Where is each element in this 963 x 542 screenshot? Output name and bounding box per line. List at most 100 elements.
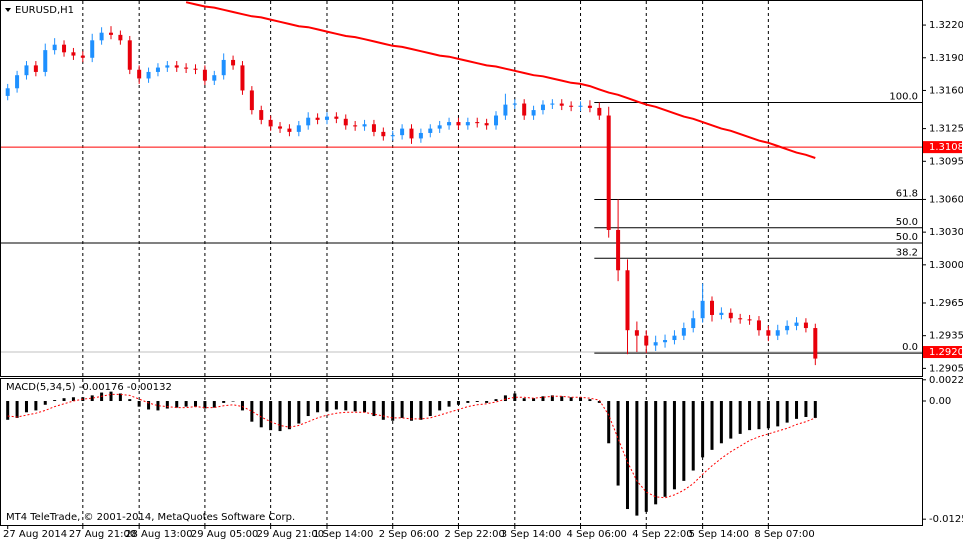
macd-bar [438,401,442,411]
macd-bar [701,401,705,458]
candle-body [184,67,189,69]
candle-body [249,90,254,111]
candle-body [306,117,311,126]
macd-bar [410,401,413,421]
candle-body [700,300,705,319]
candle-body [738,318,743,320]
macd-bar [672,401,676,490]
macd-bar [43,401,47,405]
x-tick-label: 27 Aug 21:00 [69,529,136,540]
macd-bar [766,401,770,429]
macd-bar [532,398,536,402]
candle-body [52,44,57,51]
macd-bar [813,401,817,418]
macd-bar [184,401,188,407]
menu-arrow[interactable] [5,8,11,12]
macd-bar [804,401,808,417]
fibo-label: 50.0 [896,217,918,228]
macd-bar [503,395,507,402]
candle-body [324,116,329,120]
macd-bar [71,397,75,402]
candle-body [644,335,649,346]
fibo-label: 38.2 [896,247,918,258]
x-tick-label: 8 Sep 07:00 [754,529,814,540]
y-tick-label: 0.00226 [929,375,963,386]
y-tick-label: 1.3030 [929,227,963,238]
macd-bar [494,399,498,402]
macd-bar [53,400,57,402]
candle-body [747,319,752,321]
candle-body [137,69,142,79]
candle-body [559,103,564,106]
candle-body [353,125,358,127]
candle-body [597,107,602,116]
macd-bar [269,401,273,431]
macd-bar [147,401,151,410]
macd-bar [569,397,573,402]
price-tag-label: 1.2920 [929,347,963,358]
y-tick-label: -0.01258 [929,514,963,525]
macd-bar [156,401,160,411]
price-tag [923,141,962,154]
macd-bar [334,401,338,410]
macd-bar [757,401,761,430]
macd-bar [222,401,226,403]
macd-bar [316,401,320,413]
x-tick-label: 3 Sep 14:00 [501,529,561,540]
macd-bar [597,401,601,403]
candle-body [343,118,348,126]
candle-body [118,34,123,41]
y-tick-label: 0.00 [929,396,951,407]
macd-bar [522,398,526,402]
macd-bar [90,395,94,402]
y-tick-label: 1.3095 [929,156,963,167]
x-tick-label: 27 Aug 2014 [3,529,67,540]
candle-body [503,104,508,116]
candle-body [775,330,780,336]
y-tick-label: 1.2965 [929,298,963,309]
y-tick-label: 1.3160 [929,85,963,96]
candle-body [62,44,67,53]
candle-body [80,55,85,58]
macd-bar [560,396,564,402]
macd-bar [381,401,385,420]
macd-bar [447,401,451,407]
candle-body [24,65,29,76]
candle-body [616,229,621,271]
x-tick-label: 4 Sep 06:00 [567,529,627,540]
candle-body [578,105,583,107]
candle-body [550,103,555,105]
macd-bar [607,401,611,444]
candle-body [202,69,207,81]
candle-body [5,88,10,96]
price-tag-label: 1.3108 [929,142,963,153]
candle-body [710,300,715,315]
candle-body [362,124,367,127]
candle-body [127,40,132,70]
macd-bar [719,401,723,444]
macd-bar [391,401,395,421]
candle-body [400,128,405,136]
macd-bar [428,401,432,417]
macd-bar [625,401,629,510]
macd-bar [287,401,291,430]
macd-bar [118,393,122,402]
y-tick-label: 1.3125 [929,124,963,135]
candle-body [371,124,376,132]
candle-body [381,131,386,137]
macd-bar [541,396,545,402]
candle-body [794,322,799,326]
x-tick-label: 4 Sep 22:00 [632,529,692,540]
macd-bar [137,401,141,407]
macd-bar [203,401,207,409]
macd-bar [259,401,263,428]
candle-body [522,103,527,116]
candle-body [447,122,452,126]
moving-average [185,1,816,159]
macd-bar [776,401,780,427]
candle-body [531,110,536,116]
candle-body [587,105,592,108]
candle-body [653,342,658,346]
